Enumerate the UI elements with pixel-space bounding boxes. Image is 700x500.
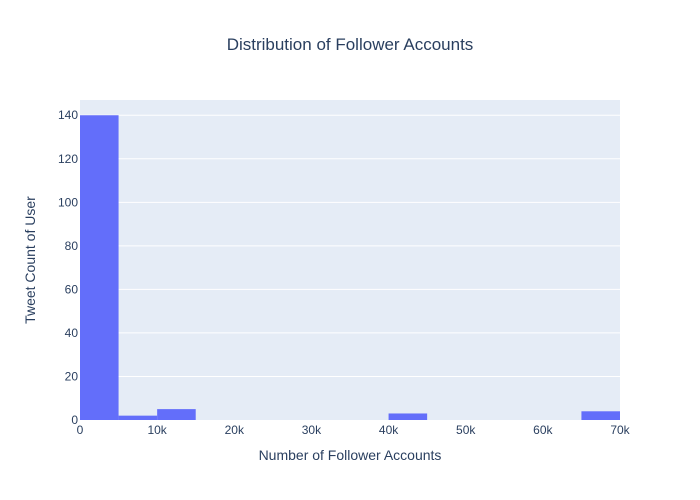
chart-title: Distribution of Follower Accounts	[227, 35, 474, 54]
y-tick-label: 100	[58, 195, 78, 209]
x-axis-ticks: 0 10k 20k 30k 40k 50k 60k 70k	[77, 423, 631, 437]
histogram-bar[interactable]	[118, 415, 158, 420]
x-tick-label: 40k	[379, 423, 399, 437]
x-tick-label: 50k	[456, 423, 476, 437]
y-tick-label: 140	[58, 108, 78, 122]
y-tick-label: 0	[71, 413, 78, 427]
bars	[80, 115, 620, 420]
x-tick-label: 20k	[225, 423, 245, 437]
x-tick-label: 60k	[533, 423, 553, 437]
grid-lines	[80, 114, 620, 377]
x-tick-label: 10k	[147, 423, 167, 437]
x-axis-title: Number of Follower Accounts	[259, 447, 442, 463]
y-axis-ticks: 0 20 40 60 80 100 120 140	[58, 108, 78, 427]
plot-area	[80, 100, 620, 420]
histogram-bar[interactable]	[157, 409, 196, 420]
y-tick-label: 60	[65, 282, 79, 296]
x-tick-label: 0	[77, 423, 84, 437]
x-tick-label: 30k	[302, 423, 322, 437]
x-tick-label: 70k	[610, 423, 630, 437]
y-tick-label: 80	[65, 239, 79, 253]
histogram-bar[interactable]	[388, 413, 428, 420]
y-axis-title: Tweet Count of User	[22, 196, 38, 324]
histogram-bar[interactable]	[80, 115, 119, 420]
histogram-bar[interactable]	[581, 411, 620, 420]
y-tick-label: 20	[65, 369, 79, 383]
y-tick-label: 120	[58, 152, 78, 166]
y-tick-label: 40	[65, 326, 79, 340]
